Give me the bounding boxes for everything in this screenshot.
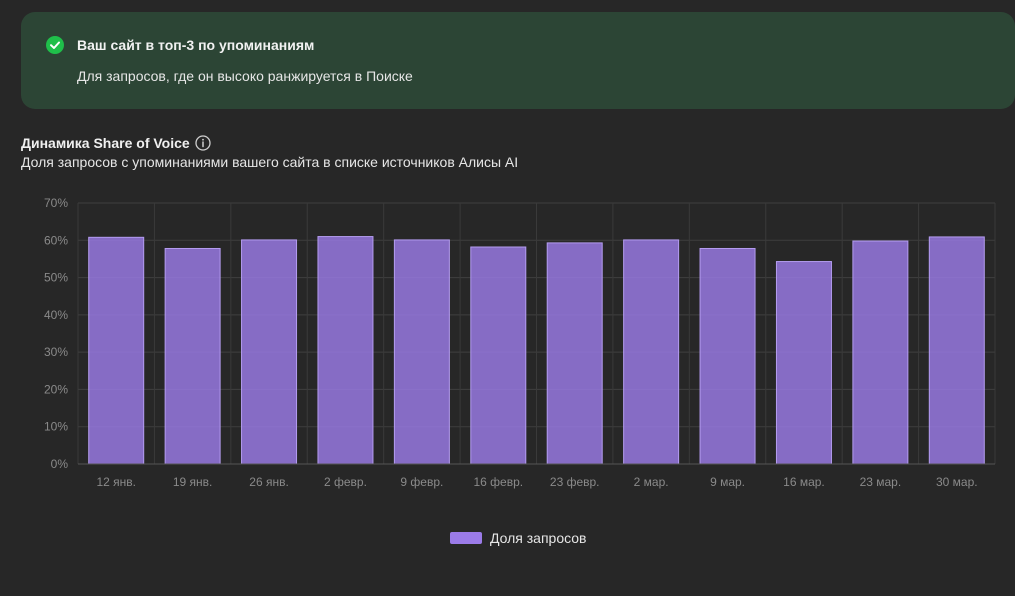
bar — [775, 261, 832, 465]
y-tick-label: 0% — [51, 457, 69, 471]
x-tick-label: 16 мар. — [783, 475, 825, 489]
chart-legend[interactable]: Доля запросов — [450, 530, 587, 546]
banner-title: Ваш сайт в топ-3 по упоминаниям — [77, 37, 315, 53]
x-tick-label: 26 янв. — [249, 475, 289, 489]
chart-subtitle: Доля запросов с упоминаниями вашего сайт… — [21, 154, 519, 170]
bar — [928, 236, 985, 465]
x-tick-label: 23 февр. — [550, 475, 600, 489]
x-tick-label: 19 янв. — [173, 475, 213, 489]
x-tick-label: 23 мар. — [860, 475, 902, 489]
legend-label: Доля запросов — [490, 530, 587, 546]
x-tick-label: 2 февр. — [324, 475, 367, 489]
bar — [699, 247, 756, 465]
x-tick-label: 2 мар. — [634, 475, 669, 489]
x-tick-label: 9 февр. — [400, 475, 443, 489]
chart-title-text: Динамика Share of Voice — [21, 135, 190, 151]
bar — [317, 236, 374, 465]
y-tick-label: 40% — [44, 308, 68, 322]
check-circle-icon — [46, 36, 64, 54]
chart-title: Динамика Share of Voice — [21, 135, 211, 151]
bar — [623, 239, 680, 465]
y-tick-label: 20% — [44, 382, 68, 396]
bar — [852, 240, 909, 465]
y-tick-label: 60% — [44, 233, 68, 247]
y-tick-label: 50% — [44, 271, 68, 285]
x-tick-label: 16 февр. — [473, 475, 523, 489]
bar-chart: 0% 10% 20% 30% 40% 50% 60% 70% 12 янв. 19 янв. 26 … — [44, 196, 996, 489]
info-icon[interactable] — [195, 135, 211, 151]
legend-swatch — [450, 532, 482, 544]
x-tick-label: 30 мар. — [936, 475, 978, 489]
bar — [88, 236, 145, 465]
y-tick-label: 30% — [44, 345, 68, 359]
x-tick-label: 9 мар. — [710, 475, 745, 489]
bar — [164, 247, 221, 465]
bar — [393, 239, 450, 465]
bar — [546, 242, 603, 465]
y-tick-label: 70% — [44, 196, 68, 210]
y-tick-label: 10% — [44, 420, 68, 434]
x-tick-label: 12 янв. — [96, 475, 136, 489]
banner-text: Для запросов, где он высоко ранжируется … — [77, 68, 413, 84]
bar — [241, 239, 298, 465]
bar — [470, 246, 527, 465]
status-banner: Ваш сайт в топ-3 по упоминаниям Для запр… — [21, 12, 1015, 109]
